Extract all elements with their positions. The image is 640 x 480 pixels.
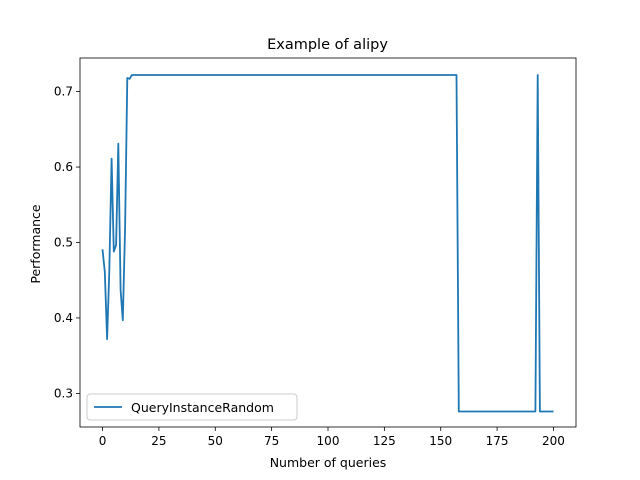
chart-title: Example of alipy — [267, 37, 388, 53]
x-axis-ticks: 0 25 50 75 100 125 150 175 200 — [99, 427, 565, 448]
plot-area — [79, 57, 577, 428]
x-tick-label: 100 — [317, 434, 340, 448]
x-tick-label: 50 — [208, 434, 223, 448]
y-tick-label: 0.4 — [54, 311, 73, 325]
y-tick-label: 0.7 — [54, 85, 73, 99]
x-tick-label: 175 — [486, 434, 509, 448]
y-axis-label: Performance — [28, 204, 43, 284]
x-tick-label: 0 — [99, 434, 107, 448]
y-tick-label: 0.3 — [54, 386, 73, 400]
legend: QueryInstanceRandom — [86, 393, 298, 421]
x-tick-label: 200 — [542, 434, 565, 448]
y-axis-ticks: 0.3 0.4 0.5 0.6 0.7 — [54, 85, 80, 400]
y-tick-label: 0.6 — [54, 160, 73, 174]
x-tick-label: 125 — [373, 434, 396, 448]
y-tick-label: 0.5 — [54, 236, 73, 250]
x-axis-label: Number of queries — [270, 455, 387, 470]
x-tick-label: 25 — [151, 434, 166, 448]
series-line — [101, 74, 554, 413]
series-layer — [101, 74, 554, 413]
legend-box — [86, 393, 298, 421]
x-tick-label: 75 — [264, 434, 279, 448]
legend-label: QueryInstanceRandom — [131, 400, 274, 415]
x-tick-label: 150 — [429, 434, 452, 448]
